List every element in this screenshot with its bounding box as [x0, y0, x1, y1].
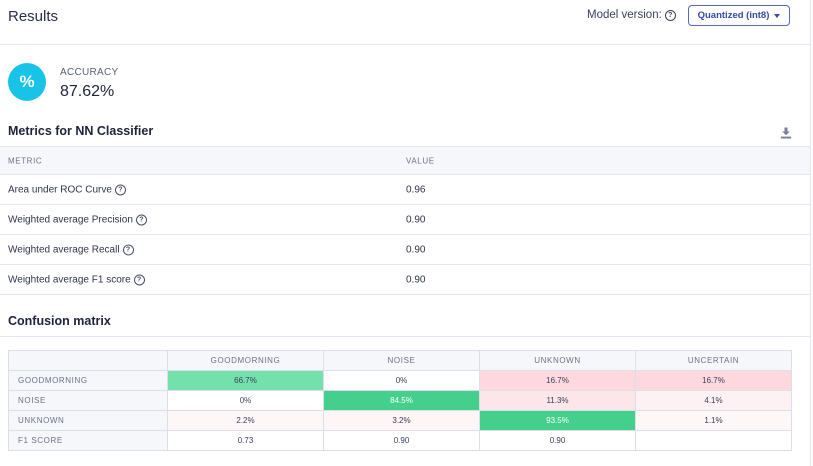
matrix-cell: 16.7%	[479, 370, 636, 391]
model-version-text: Model version:	[587, 9, 662, 21]
question-circle-icon[interactable]: ?	[133, 274, 145, 285]
row-header: UNKNOWN	[8, 410, 168, 431]
table-row: UNKNOWN 2.2% 3.2% 93.5% 1.1%	[8, 410, 792, 431]
column-header: UNCERTAIN	[635, 350, 792, 371]
metrics-table-header: METRIC VALUE	[0, 146, 810, 175]
matrix-cell: 0.73	[167, 430, 324, 451]
confusion-matrix-header-row: GOODMORNING NOISE UNKNOWN UNCERTAIN	[8, 350, 792, 371]
corner-cell	[8, 350, 168, 371]
results-header: Results Model version: ? Quantized (int8…	[0, 0, 810, 45]
matrix-cell: 0%	[167, 390, 324, 411]
caret-down-icon	[774, 13, 781, 18]
table-row: GOODMORNING 66.7% 0% 16.7% 16.7%	[8, 370, 792, 391]
metrics-section-title: Metrics for NN Classifier	[8, 124, 154, 138]
metric-value: 0.90	[406, 214, 426, 225]
accuracy-label: ACCURACY	[60, 67, 119, 78]
metric-value: 0.90	[406, 244, 426, 255]
matrix-cell: 0%	[323, 370, 480, 391]
table-row: Weighted average Recall? 0.90	[0, 235, 810, 265]
matrix-cell: 84.5%	[323, 390, 480, 411]
question-circle-icon[interactable]: ?	[135, 214, 147, 225]
matrix-cell: 1.1%	[635, 410, 792, 431]
confusion-matrix: GOODMORNING NOISE UNKNOWN UNCERTAIN GOOD…	[8, 350, 792, 451]
value-column-header: VALUE	[406, 156, 435, 165]
accuracy-value: 87.62%	[60, 83, 115, 100]
results-title: Results	[8, 8, 59, 25]
column-header: GOODMORNING	[167, 350, 324, 371]
table-row: Area under ROC Curve? 0.96	[0, 175, 810, 205]
percent-icon: %	[8, 63, 46, 101]
metric-name: Weighted average Recall	[8, 244, 120, 255]
matrix-cell: 0.90	[323, 430, 480, 451]
question-circle-icon[interactable]: ?	[664, 9, 676, 21]
row-header: F1 SCORE	[8, 430, 168, 451]
row-header: GOODMORNING	[8, 370, 168, 391]
confusion-matrix-title: Confusion matrix	[8, 314, 111, 328]
column-header: NOISE	[323, 350, 480, 371]
column-header: UNKNOWN	[479, 350, 636, 371]
question-circle-icon[interactable]: ?	[114, 184, 126, 195]
metrics-table: METRIC VALUE Area under ROC Curve? 0.96 …	[0, 146, 810, 295]
matrix-cell: 4.1%	[635, 390, 792, 411]
table-row: NOISE 0% 84.5% 11.3% 4.1%	[8, 390, 792, 411]
matrix-cell: 93.5%	[479, 410, 636, 431]
question-circle-icon[interactable]: ?	[122, 244, 134, 255]
matrix-cell: 2.2%	[167, 410, 324, 431]
metric-column-header: METRIC	[8, 156, 43, 165]
metric-name: Weighted average F1 score	[8, 274, 131, 285]
matrix-cell: 0.90	[479, 430, 636, 451]
download-icon[interactable]	[780, 127, 792, 139]
row-header: NOISE	[8, 390, 168, 411]
matrix-cell: 16.7%	[635, 370, 792, 391]
table-row: F1 SCORE 0.73 0.90 0.90	[8, 430, 792, 451]
metric-value: 0.90	[406, 274, 426, 285]
matrix-cell: 66.7%	[167, 370, 324, 391]
model-version-select-value: Quantized (int8)	[697, 10, 770, 21]
matrix-cell: 11.3%	[479, 390, 636, 411]
model-version-select[interactable]: Quantized (int8)	[688, 5, 790, 26]
metric-value: 0.96	[406, 184, 426, 195]
matrix-cell	[635, 430, 792, 451]
matrix-cell: 3.2%	[323, 410, 480, 431]
table-row: Weighted average F1 score? 0.90	[0, 265, 810, 295]
metric-name: Weighted average Precision	[8, 214, 133, 225]
model-version-label: Model version: ?	[587, 9, 676, 21]
section-divider	[0, 336, 810, 337]
metric-name: Area under ROC Curve	[8, 184, 112, 195]
table-row: Weighted average Precision? 0.90	[0, 205, 810, 235]
